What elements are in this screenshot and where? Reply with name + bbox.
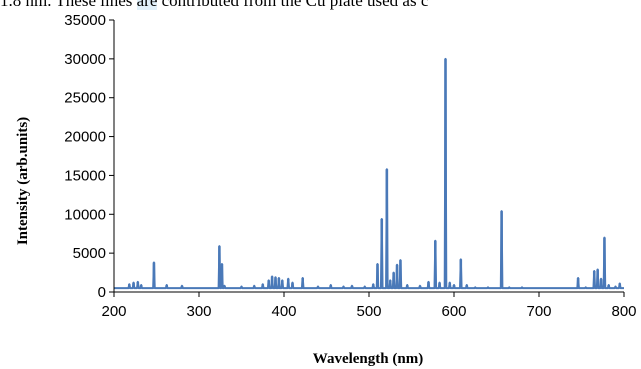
y-axis-title: Intensity (arb.units) <box>15 117 31 245</box>
x-tick-label: 400 <box>271 303 296 320</box>
y-tick-label: 10000 <box>64 206 106 223</box>
x-axis-title: Wavelength (nm) <box>313 351 423 367</box>
x-axis-ticks: 200 300 400 500 600 700 800 <box>101 292 637 320</box>
spectrum-series-line <box>114 57 624 290</box>
y-tick-label: 20000 <box>64 129 106 146</box>
x-tick-label: 200 <box>101 303 126 320</box>
body-text-fragment: 1.8 nm. These lines are contributed from… <box>0 0 641 13</box>
x-tick-label: 700 <box>526 303 551 320</box>
y-tick-label: 35000 <box>64 12 106 29</box>
x-tick-label: 300 <box>186 303 211 320</box>
x-tick-label: 800 <box>611 303 636 320</box>
y-tick-label: 0 <box>98 284 106 301</box>
axes <box>113 20 624 293</box>
caption-suffix: contributed from the Cu plate used as c <box>157 0 429 10</box>
y-tick-label: 15000 <box>64 167 106 184</box>
caption-highlight: are <box>136 0 158 10</box>
y-tick-label: 30000 <box>64 51 106 68</box>
caption-prefix: 1.8 nm. These lines <box>0 0 137 10</box>
y-tick-label: 25000 <box>64 90 106 107</box>
y-axis-ticks: 0 5000 10000 15000 20000 25000 30000 35000 <box>64 12 114 301</box>
x-tick-label: 600 <box>441 303 466 320</box>
y-tick-label: 5000 <box>73 245 106 262</box>
x-tick-label: 500 <box>356 303 381 320</box>
plot-area <box>114 57 624 290</box>
